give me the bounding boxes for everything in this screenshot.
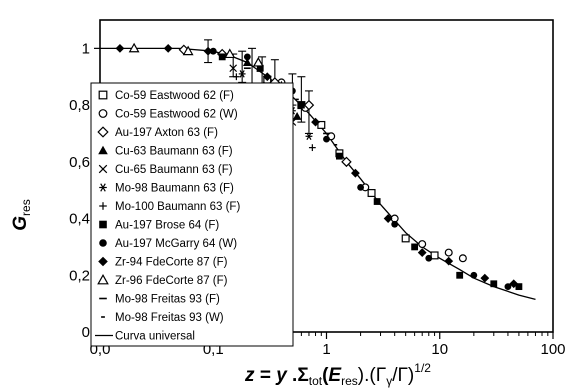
legend-entry: Au-197 Axton 63 (F)	[98, 127, 218, 139]
data-point	[444, 257, 453, 266]
data-point	[411, 244, 418, 251]
y-tick-label: 0,8	[69, 97, 90, 114]
data-point	[470, 272, 477, 279]
legend-label: Au-197 Axton 63 (F)	[115, 127, 218, 139]
data-point	[244, 53, 251, 60]
data-point	[391, 221, 398, 228]
x-axis-label: z = y .Σtot(Eres).(Γγ/Γ)1/2	[244, 361, 431, 388]
legend-entry: Zr-94 FdeCorte 87 (F)	[98, 257, 227, 269]
y-tick-label: 0,2	[69, 267, 90, 284]
legend-entry: Au-197 Brose 64 (F)	[99, 220, 219, 232]
legend-label: Co-59 Eastwood 62 (W)	[115, 109, 238, 121]
data-point	[309, 144, 316, 151]
data-point	[456, 272, 463, 279]
data-point	[490, 280, 497, 287]
x-label-sup: 1/2	[414, 361, 431, 375]
legend-label: Mo-98 Freitas 93 (W)	[115, 312, 224, 324]
data-point	[219, 53, 226, 60]
legend-entry: Au-197 McGarry 64 (W)	[99, 238, 237, 250]
legend-label: Zr-96 FdeCorte 87 (F)	[115, 275, 228, 287]
y-tick-label: 1	[82, 40, 90, 57]
x-label-eq: =	[255, 365, 277, 386]
legend-label: Curva universal	[115, 331, 195, 343]
x-tick-label: 10	[431, 341, 448, 358]
legend-entry: Cu-65 Baumann 63 (F)	[99, 164, 233, 176]
legend-label: Au-197 McGarry 64 (W)	[115, 238, 237, 250]
data-point	[254, 58, 263, 66]
legend-label: Mo-98 Baumann 63 (F)	[115, 183, 234, 195]
legend-entry: Mo-98 Freitas 93 (W)	[101, 312, 224, 324]
x-tick-label: 100	[540, 341, 565, 358]
error-bar	[305, 91, 313, 134]
series-triangle-open	[130, 44, 263, 66]
data-point	[298, 102, 305, 109]
data-point	[164, 44, 173, 53]
x-label-sub-tot: tot	[309, 374, 323, 388]
data-point	[357, 184, 364, 191]
data-point	[233, 73, 240, 80]
data-point	[402, 235, 409, 242]
x-label-dot1: .Σ	[287, 365, 309, 386]
legend-label: Au-197 Brose 64 (F)	[115, 220, 219, 232]
data-point	[323, 136, 330, 143]
y-tick-label: 0	[82, 324, 90, 341]
legend-entry: Co-59 Eastwood 62 (W)	[99, 109, 238, 121]
legend-label: Cu-63 Baumann 63 (F)	[115, 146, 233, 158]
legend-entry: Mo-98 Baumann 63 (F)	[99, 183, 234, 195]
data-point	[204, 47, 213, 56]
y-axis-label-sub: res	[19, 199, 33, 216]
y-axis-label: Gres	[10, 199, 33, 230]
data-point	[368, 190, 375, 197]
x-label-tail: /Γ)	[392, 365, 414, 386]
legend-label: Mo-100 Baumann 63 (F)	[115, 201, 240, 213]
data-point	[425, 255, 432, 262]
legend-entry: Mo-100 Baumann 63 (F)	[99, 201, 240, 213]
data-point	[116, 44, 125, 53]
data-point	[445, 249, 452, 256]
data-point	[374, 198, 381, 205]
legend-entry: Mo-98 Freitas 93 (F)	[99, 294, 220, 306]
y-tick-label: 0,4	[69, 211, 90, 228]
legend-label: Mo-98 Freitas 93 (F)	[115, 294, 220, 306]
legend-label: Co-59 Eastwood 62 (F)	[115, 90, 234, 102]
x-label-z: z	[244, 365, 255, 386]
y-tick-label: 0,6	[69, 154, 90, 171]
x-tick-label: 1	[322, 341, 330, 358]
y-axis-label-main: G	[10, 216, 31, 231]
legend-entry: Co-59 Eastwood 62 (F)	[99, 90, 234, 102]
legend-label: Cu-65 Baumann 63 (F)	[115, 164, 233, 176]
x-label-sub-res: res	[341, 374, 358, 388]
x-label-mid: ).(Γ	[358, 365, 386, 386]
legend-box	[91, 83, 293, 346]
data-point	[431, 252, 438, 259]
data-point	[459, 255, 466, 262]
data-point	[419, 241, 426, 248]
legend-label: Zr-94 FdeCorte 87 (F)	[115, 257, 228, 269]
legend-entry: Zr-96 FdeCorte 87 (F)	[98, 275, 227, 287]
data-point	[336, 153, 343, 160]
legend-entry: Cu-63 Baumann 63 (F)	[98, 146, 233, 158]
